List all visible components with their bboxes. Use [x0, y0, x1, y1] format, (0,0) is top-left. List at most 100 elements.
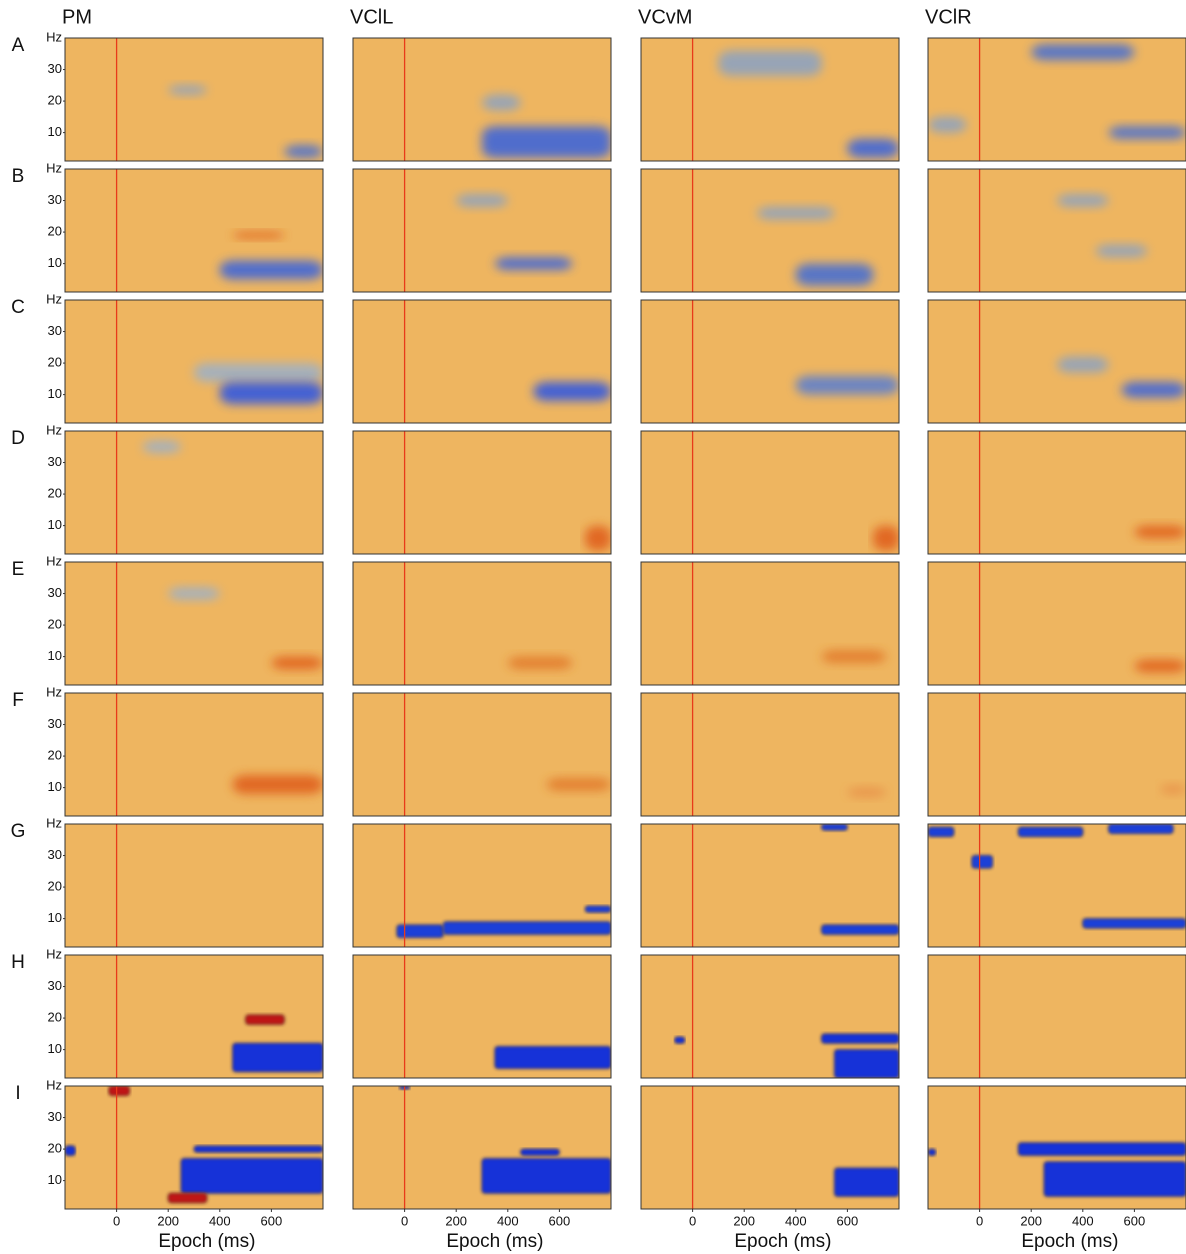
blob [971, 855, 993, 869]
blob [219, 260, 323, 280]
panel-plot [978, 169, 1148, 292]
blob [494, 1045, 611, 1070]
blob [1160, 784, 1186, 794]
y-tick-label: 10 [48, 124, 62, 139]
panel-background [928, 693, 1186, 816]
blob [873, 525, 899, 551]
x-tick-label: 0 [976, 1213, 983, 1228]
panel-frame [352, 37, 612, 162]
panel-frame [352, 692, 612, 817]
row-label: B [12, 166, 25, 187]
panel-frame [64, 430, 324, 555]
panel-plot [403, 169, 573, 292]
blob [834, 1049, 899, 1078]
panel-plot [115, 562, 323, 685]
blob [442, 921, 611, 935]
blob [1095, 244, 1148, 258]
panel-background [65, 38, 323, 161]
panel-frame [640, 168, 900, 293]
blob [482, 94, 521, 111]
blob [1017, 826, 1084, 838]
y-tick-label: 10 [48, 910, 62, 925]
panel-plot [403, 431, 611, 554]
y-tick-label: 10 [48, 1172, 62, 1187]
panel-plot [691, 169, 874, 292]
x-tick-label: 400 [1072, 1213, 1094, 1228]
panel-plot [978, 300, 1186, 423]
blob [821, 1033, 899, 1044]
blob [396, 924, 444, 939]
blob [847, 787, 887, 798]
panel-frame [64, 692, 324, 817]
y-tick-label: 30 [48, 716, 62, 731]
panel-frame [352, 823, 612, 948]
blob [1057, 356, 1109, 373]
x-tick-label: 600 [1124, 1213, 1146, 1228]
panel-plot [978, 693, 1186, 816]
blob [1057, 194, 1109, 207]
panel-frame [927, 168, 1186, 293]
blob [1134, 659, 1186, 673]
y-tick-label: 20 [48, 486, 62, 501]
panel-plot [115, 693, 323, 816]
panel-background [641, 431, 899, 554]
y-unit: Hz [46, 1077, 62, 1092]
panel-frame [927, 1085, 1186, 1210]
panel-frame [927, 561, 1186, 686]
panel-background [353, 300, 611, 423]
panel-frame [927, 299, 1186, 424]
panel-plot [398, 1086, 611, 1209]
blob [834, 1167, 899, 1197]
blob [284, 145, 323, 158]
column-title: VClR [925, 6, 972, 28]
y-tick-label: 20 [48, 1141, 62, 1156]
blob [1134, 525, 1186, 539]
x-tick-label: 200 [157, 1213, 179, 1228]
x-axis-label: Epoch (ms) [446, 1231, 543, 1252]
x-tick-label: 0 [689, 1213, 696, 1228]
panel-plot [928, 1086, 1186, 1209]
blob [482, 126, 611, 158]
panel-frame [64, 168, 324, 293]
panel-background [353, 562, 611, 685]
y-tick-label: 20 [48, 93, 62, 108]
panel-frame [64, 299, 324, 424]
panel-frame [640, 299, 900, 424]
panel-plot [403, 693, 611, 816]
blob [142, 440, 182, 454]
panel-frame [927, 692, 1186, 817]
panel-background [65, 300, 323, 423]
x-tick-label: 0 [401, 1213, 408, 1228]
panel-plot [115, 300, 323, 423]
panel-plot [403, 38, 611, 161]
blob [928, 826, 955, 838]
y-unit: Hz [46, 553, 62, 568]
row-label: A [12, 35, 25, 56]
x-tick-label: 600 [261, 1213, 283, 1228]
y-tick-label: 10 [48, 386, 62, 401]
panel-frame [640, 954, 900, 1079]
blob [65, 1145, 76, 1156]
blob [1121, 382, 1186, 398]
panel-background [928, 300, 1186, 423]
panel-frame [640, 692, 900, 817]
panel-frame [352, 168, 612, 293]
y-tick-label: 30 [48, 1109, 62, 1124]
blob [180, 1158, 323, 1194]
x-tick-label: 200 [1020, 1213, 1042, 1228]
y-unit: Hz [46, 422, 62, 437]
x-tick-label: 600 [837, 1213, 859, 1228]
panel-frame [640, 430, 900, 555]
y-tick-label: 30 [48, 585, 62, 600]
y-unit: Hz [46, 815, 62, 830]
panel-plot [691, 38, 899, 161]
panel-frame [640, 823, 900, 948]
blob [674, 1036, 686, 1044]
panel-background [928, 169, 1186, 292]
y-tick-label: 10 [48, 648, 62, 663]
blob [271, 656, 323, 670]
panel-plot [115, 955, 323, 1078]
panel-plot [928, 38, 1186, 161]
panel-plot [928, 824, 1186, 947]
row-label: C [11, 297, 25, 318]
